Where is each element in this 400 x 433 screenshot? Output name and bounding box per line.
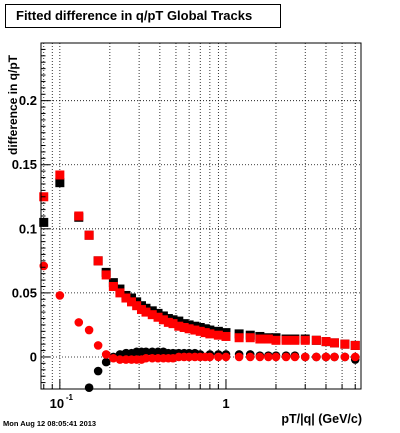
- data-point-square: [350, 340, 360, 350]
- data-point-circle: [330, 352, 339, 362]
- data-point-circle: [141, 353, 151, 363]
- data-point-circle: [300, 352, 310, 362]
- data-point-square: [55, 178, 65, 188]
- data-point-square: [163, 317, 173, 327]
- data-point-square: [255, 334, 265, 344]
- data-point-square: [153, 312, 163, 322]
- data-point-square: [290, 335, 300, 345]
- y-tick-label: 0.2: [19, 93, 37, 108]
- data-point-square: [84, 230, 94, 240]
- x-axis-label: pT/|q| (GeV/c): [281, 412, 362, 426]
- data-point-circle: [101, 350, 111, 359]
- data-point-circle: [115, 355, 125, 364]
- data-point-square: [340, 339, 350, 349]
- data-point-square: [200, 328, 210, 338]
- data-point-square: [136, 305, 146, 315]
- data-point-square: [311, 335, 321, 345]
- data-point-square: [221, 331, 231, 341]
- data-point-circle: [74, 318, 84, 327]
- data-point-square: [168, 319, 178, 329]
- data-point-square: [121, 293, 131, 303]
- data-point-circle: [290, 352, 300, 362]
- y-axis-label: difference in q/pT: [6, 54, 20, 156]
- axes: 0 0.05 0.1 0.15 0.2 10 -1 1: [12, 42, 362, 411]
- chart-title: Fitted difference in q/pT Global Tracks: [5, 4, 281, 28]
- data-point-square: [132, 301, 142, 311]
- data-point-circle: [84, 383, 94, 393]
- data-point-square: [281, 335, 291, 345]
- data-point-circle: [340, 352, 350, 362]
- data-point-square: [195, 326, 205, 336]
- data-point-circle: [234, 352, 244, 362]
- x-tick-exponent: -1: [66, 393, 74, 402]
- y-tick-label: 0.15: [12, 157, 37, 172]
- data-point-circle: [245, 352, 255, 362]
- data-point-square: [174, 321, 184, 331]
- data-point-circle: [312, 352, 321, 362]
- data-point-square: [205, 329, 215, 339]
- data-point-circle: [271, 352, 281, 362]
- data-point-circle: [93, 366, 103, 376]
- data-point-square: [141, 307, 151, 317]
- data-point-square: [184, 324, 194, 334]
- data-point-square: [271, 335, 281, 345]
- data-point-square: [321, 337, 331, 347]
- data-point-circle: [214, 352, 223, 362]
- data-markers: [39, 170, 360, 393]
- data-point-square: [245, 333, 255, 343]
- data-point-square: [329, 338, 339, 348]
- y-tick-label: 0.1: [19, 221, 37, 236]
- x-tick-label: 1: [222, 396, 229, 411]
- data-point-circle: [264, 352, 273, 362]
- data-point-square: [179, 322, 189, 332]
- data-point-circle: [109, 353, 118, 363]
- data-point-square: [147, 310, 157, 320]
- data-point-square: [300, 335, 310, 345]
- data-point-square: [101, 270, 111, 280]
- x-tick-label: 10: [50, 396, 64, 411]
- y-tick-label: 0: [30, 349, 37, 364]
- data-point-square: [108, 281, 118, 291]
- data-point-circle: [221, 352, 231, 362]
- data-point-square: [127, 297, 137, 307]
- data-point-square: [93, 256, 103, 266]
- data-point-square: [55, 170, 65, 180]
- data-point-circle: [93, 341, 103, 350]
- data-point-circle: [205, 352, 215, 362]
- data-point-square: [213, 330, 223, 340]
- timestamp: Mon Aug 12 08:05:41 2013: [3, 419, 97, 428]
- data-point-square: [234, 333, 244, 343]
- data-point-circle: [39, 261, 49, 271]
- data-point-circle: [84, 325, 94, 335]
- data-point-circle: [350, 352, 360, 362]
- data-point-circle: [321, 352, 331, 362]
- data-point-square: [190, 325, 200, 335]
- data-point-square: [74, 211, 84, 221]
- data-point-circle: [101, 357, 111, 367]
- data-point-square: [263, 334, 273, 344]
- data-point-circle: [255, 352, 265, 362]
- y-tick-label: 0.05: [12, 285, 37, 300]
- data-point-square: [174, 316, 184, 326]
- data-point-circle: [55, 291, 65, 300]
- data-point-square: [158, 315, 168, 325]
- data-point-square: [115, 288, 125, 298]
- data-point-circle: [141, 347, 151, 357]
- data-point-circle: [281, 352, 291, 362]
